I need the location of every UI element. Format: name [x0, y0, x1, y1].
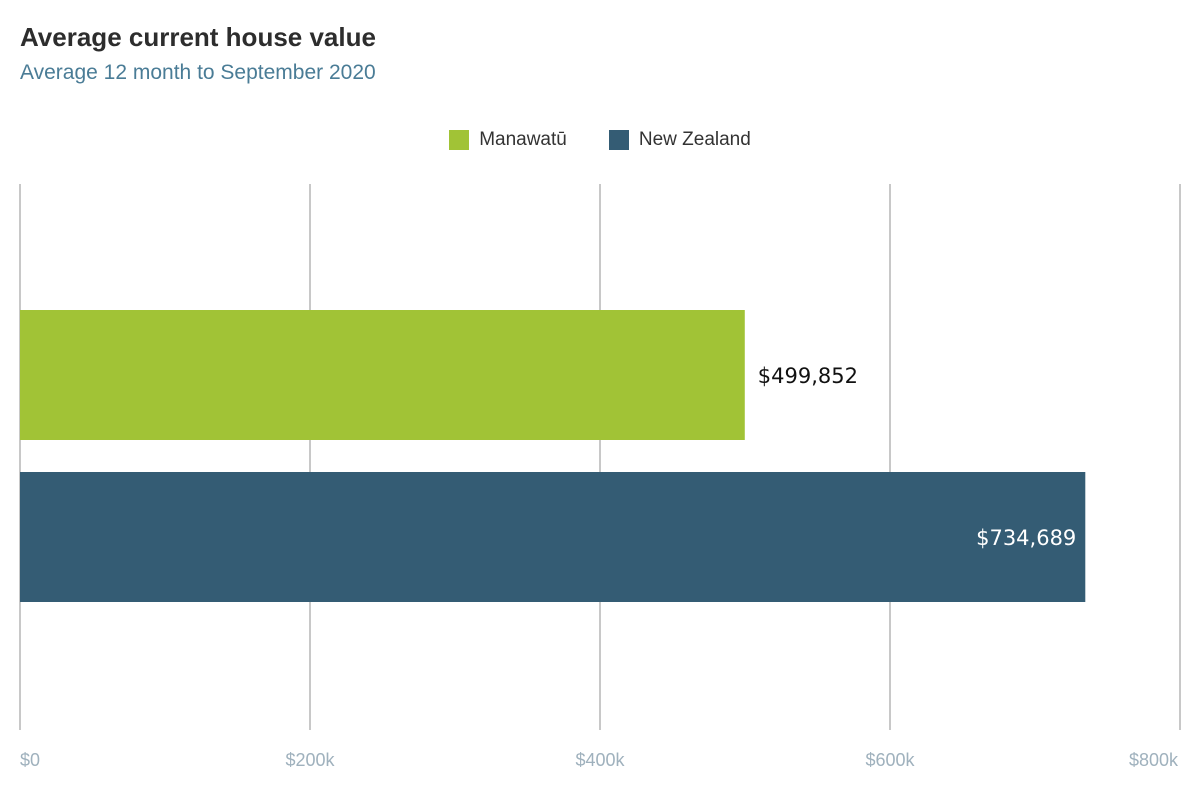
chart-title: Average current house value [20, 22, 376, 52]
legend-swatch-new-zealand [608, 130, 629, 150]
legend-item-new-zealand: New Zealand [608, 129, 751, 151]
bar [20, 310, 745, 440]
x-tick-label: $200k [285, 750, 335, 770]
legend-item-manawatu: Manawatū [449, 129, 567, 151]
data-label: $734,689 [976, 526, 1076, 550]
x-tick-label: $0 [20, 750, 40, 770]
legend-swatch-manawatu [449, 130, 470, 150]
chart-subtitle: Average 12 month to September 2020 [20, 61, 376, 84]
data-label: $499,852 [758, 364, 858, 388]
x-tick-label: $400k [575, 750, 625, 770]
legend-label-new-zealand: New Zealand [638, 129, 751, 150]
x-tick-label: $800k [1129, 750, 1179, 770]
x-tick-label: $600k [865, 750, 915, 770]
bar [20, 472, 1086, 602]
legend: Manawatū New Zealand [0, 129, 1200, 151]
legend-label-manawatu: Manawatū [479, 129, 567, 150]
